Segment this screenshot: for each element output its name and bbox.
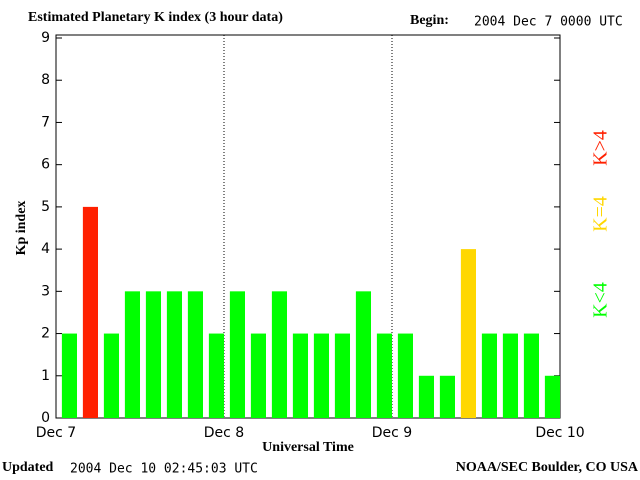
- bar: [124, 291, 140, 418]
- bar: [61, 333, 77, 418]
- begin-label: Begin:: [410, 13, 449, 28]
- bar: [292, 333, 308, 418]
- bar: [82, 206, 98, 418]
- y-tick-label: 4: [41, 241, 50, 257]
- bar: [166, 291, 182, 418]
- bar: [355, 291, 371, 418]
- y-tick-label: 9: [41, 30, 50, 46]
- y-tick-label: 5: [41, 199, 50, 215]
- bar: [229, 291, 245, 418]
- y-tick-label: 2: [41, 326, 50, 342]
- x-tick-label: Dec 8: [204, 425, 244, 441]
- y-axis-label: Kp index: [14, 201, 29, 256]
- bar: [481, 333, 497, 418]
- x-axis-label: Universal Time: [262, 440, 354, 455]
- legend-entry: K<4: [590, 282, 612, 318]
- bar: [187, 291, 203, 418]
- bar: [376, 333, 392, 418]
- legend-entry: K=4: [590, 196, 612, 232]
- x-tick-label: Dec 7: [36, 425, 76, 441]
- bar: [313, 333, 329, 418]
- y-tick-label: 3: [41, 283, 50, 299]
- legend-entry: K>4: [590, 130, 612, 166]
- y-tick-label: 0: [41, 410, 50, 426]
- bar: [544, 375, 560, 418]
- bar: [271, 291, 287, 418]
- begin-date: 2004 Dec 7 0000 UTC: [474, 15, 623, 30]
- bar: [334, 333, 350, 418]
- chart-title: Estimated Planetary K index (3 hour data…: [28, 10, 283, 25]
- bar: [208, 333, 224, 418]
- source: NOAA/SEC Boulder, CO USA: [456, 460, 639, 475]
- bar: [418, 375, 434, 418]
- bar: [250, 333, 266, 418]
- bar: [397, 333, 413, 418]
- bar: [523, 333, 539, 418]
- bar: [502, 333, 518, 418]
- bar: [439, 375, 455, 418]
- x-tick-label: Dec 9: [372, 425, 412, 441]
- updated-label: Updated: [2, 460, 54, 475]
- y-tick-label: 6: [41, 157, 50, 173]
- updated-date: 2004 Dec 10 02:45:03 UTC: [70, 462, 258, 477]
- bar: [103, 333, 119, 418]
- bar: [145, 291, 161, 418]
- x-tick-label: Dec 10: [535, 425, 584, 441]
- y-tick-label: 8: [41, 72, 50, 88]
- bar: [460, 249, 476, 418]
- y-tick-label: 1: [41, 368, 50, 384]
- y-tick-label: 7: [41, 114, 50, 130]
